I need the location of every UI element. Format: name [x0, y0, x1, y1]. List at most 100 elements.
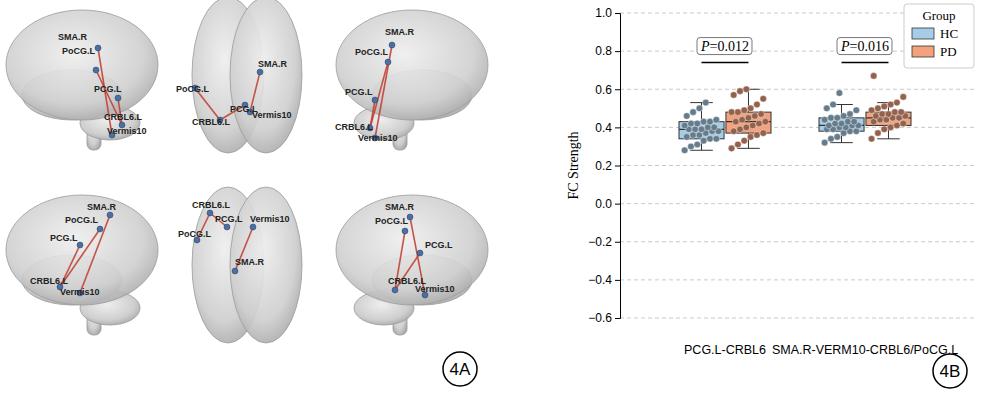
- point: [690, 109, 697, 116]
- panel-label: 4B: [933, 354, 967, 388]
- marks: [679, 73, 911, 154]
- tick: −0.4: [588, 273, 620, 287]
- legend-label: PD: [940, 44, 957, 59]
- node: [77, 242, 83, 248]
- point: [875, 105, 882, 112]
- legend-title: Group: [922, 8, 955, 23]
- annotation: P=0.012: [697, 38, 752, 63]
- point: [881, 103, 888, 110]
- grid-line: [620, 89, 975, 90]
- point: [870, 73, 877, 80]
- tick-label: 0.6: [595, 83, 612, 97]
- box: [866, 103, 911, 139]
- node: [224, 224, 230, 230]
- point: [760, 95, 767, 102]
- node: [97, 226, 103, 232]
- box: [679, 103, 724, 151]
- point: [745, 115, 752, 122]
- point: [683, 113, 690, 120]
- annotation: P=0.016: [837, 38, 892, 63]
- tick-mark: [615, 51, 620, 52]
- point: [828, 136, 835, 143]
- y-axis-title: FC Strength: [566, 131, 581, 199]
- brain-view: SMA.RPoCG.LPCG.LCRBL6.LVermis10: [176, 0, 302, 153]
- point: [711, 124, 718, 131]
- brain-view: SMA.RPoCG.LPCG.LCRBL6.LVermis10: [6, 10, 158, 150]
- node: [95, 45, 101, 51]
- point: [830, 101, 837, 108]
- cerebrum: [336, 195, 488, 305]
- whisker-cap: [690, 102, 713, 103]
- grid-line: [620, 203, 975, 204]
- grid-line: [620, 127, 975, 128]
- grid-line: [620, 165, 975, 166]
- cerebrum: [6, 10, 158, 120]
- point: [828, 115, 835, 122]
- point: [694, 141, 701, 148]
- point: [688, 143, 695, 150]
- panel-a: SMA.RPoCG.LPCG.LCRBL6.LVermis10SMA.RPoCG…: [6, 0, 488, 343]
- tick-label: 1.0: [595, 6, 612, 20]
- node-label: PoCG.L: [62, 46, 96, 56]
- cerebrum: [336, 10, 488, 120]
- tick: 0.8: [595, 44, 620, 58]
- tick-label: 0.2: [595, 159, 612, 173]
- point: [838, 120, 845, 127]
- point: [713, 136, 720, 143]
- annotation-text: P=0.012: [700, 39, 749, 54]
- tick: PCG.L-CRBL6: [684, 342, 766, 357]
- panel-label-text: 4A: [450, 360, 471, 379]
- point: [681, 122, 688, 129]
- brain-view: SMA.RPoCG.LPCG.LCRBL6.LVermis10: [178, 187, 302, 343]
- whisker-cap: [690, 150, 713, 151]
- node-label: CRBL6.L: [192, 117, 231, 127]
- point: [739, 116, 746, 123]
- point: [728, 109, 735, 116]
- node-label: CRBL6.L: [335, 122, 374, 132]
- point: [756, 120, 763, 127]
- whisker-cap: [737, 148, 760, 149]
- tick: 0.0: [595, 197, 620, 211]
- tick-mark: [615, 318, 620, 319]
- node-label: Vermis10: [358, 133, 398, 143]
- point: [735, 109, 742, 116]
- point: [743, 86, 750, 93]
- point: [868, 107, 875, 114]
- point: [741, 107, 748, 114]
- node: [207, 210, 213, 216]
- tick-mark: [615, 127, 620, 128]
- node-label: CRBL6.L: [192, 200, 231, 210]
- axis-line: [615, 14, 621, 319]
- tick: −0.6: [588, 311, 620, 325]
- point: [694, 120, 701, 127]
- node-label: SMA.R: [87, 202, 117, 212]
- tick-mark: [615, 13, 620, 14]
- node: [115, 95, 121, 101]
- grid-line: [620, 241, 975, 242]
- tick: 0.4: [595, 121, 620, 135]
- point: [698, 126, 705, 133]
- point: [894, 122, 901, 129]
- point: [707, 136, 714, 143]
- grid-line: [620, 279, 975, 280]
- point: [730, 92, 737, 99]
- node-label: CRBL6.L: [104, 112, 143, 122]
- point: [749, 122, 756, 129]
- node: [93, 67, 99, 73]
- tick-mark: [615, 280, 620, 281]
- whisker-cap: [830, 142, 853, 143]
- node: [232, 268, 238, 274]
- point: [879, 111, 886, 118]
- node-label: PoCG.L: [178, 229, 212, 239]
- hemisphere: [230, 0, 302, 153]
- bracket: [842, 62, 889, 64]
- point: [728, 145, 735, 152]
- point: [840, 113, 847, 120]
- legend-frame: [904, 4, 974, 68]
- point: [834, 115, 841, 122]
- point: [834, 134, 841, 141]
- point: [737, 88, 744, 95]
- x-axis: PCG.L-CRBL6SMA.R-VERM10-CRBL6/PoCG.L: [656, 342, 959, 357]
- point: [702, 99, 709, 106]
- point: [898, 109, 905, 116]
